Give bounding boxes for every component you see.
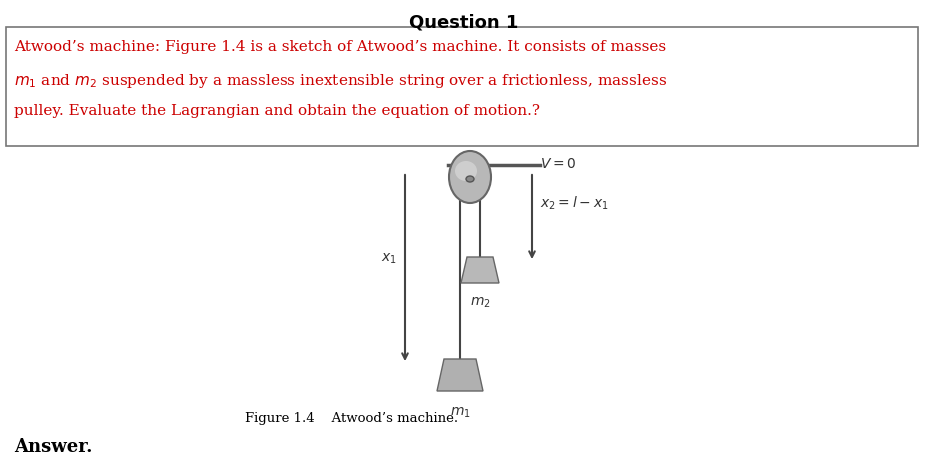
Text: $m_2$: $m_2$: [469, 295, 489, 310]
Text: $x_2 = l - x_1$: $x_2 = l - x_1$: [540, 194, 608, 211]
Text: Question 1: Question 1: [409, 14, 518, 32]
Polygon shape: [461, 258, 499, 283]
Text: Figure 1.4    Atwood’s machine.: Figure 1.4 Atwood’s machine.: [245, 411, 458, 424]
Text: $V=0$: $V=0$: [540, 157, 576, 171]
Text: pulley. Evaluate the Lagrangian and obtain the equation of motion.?: pulley. Evaluate the Lagrangian and obta…: [14, 104, 540, 118]
Text: $x_1$: $x_1$: [381, 251, 397, 266]
Text: $m_1$ and $m_2$ suspended by a massless inextensible string over a frictionless,: $m_1$ and $m_2$ suspended by a massless …: [14, 72, 667, 90]
Text: Answer.: Answer.: [14, 437, 93, 455]
Text: Atwood’s machine: Figure 1.4 is a sketch of Atwood’s machine. It consists of mas: Atwood’s machine: Figure 1.4 is a sketch…: [14, 40, 666, 54]
Text: $m_1$: $m_1$: [450, 405, 470, 420]
Ellipse shape: [449, 152, 490, 203]
Polygon shape: [437, 359, 482, 391]
Ellipse shape: [454, 162, 476, 182]
FancyBboxPatch shape: [6, 28, 917, 147]
Ellipse shape: [465, 177, 474, 182]
